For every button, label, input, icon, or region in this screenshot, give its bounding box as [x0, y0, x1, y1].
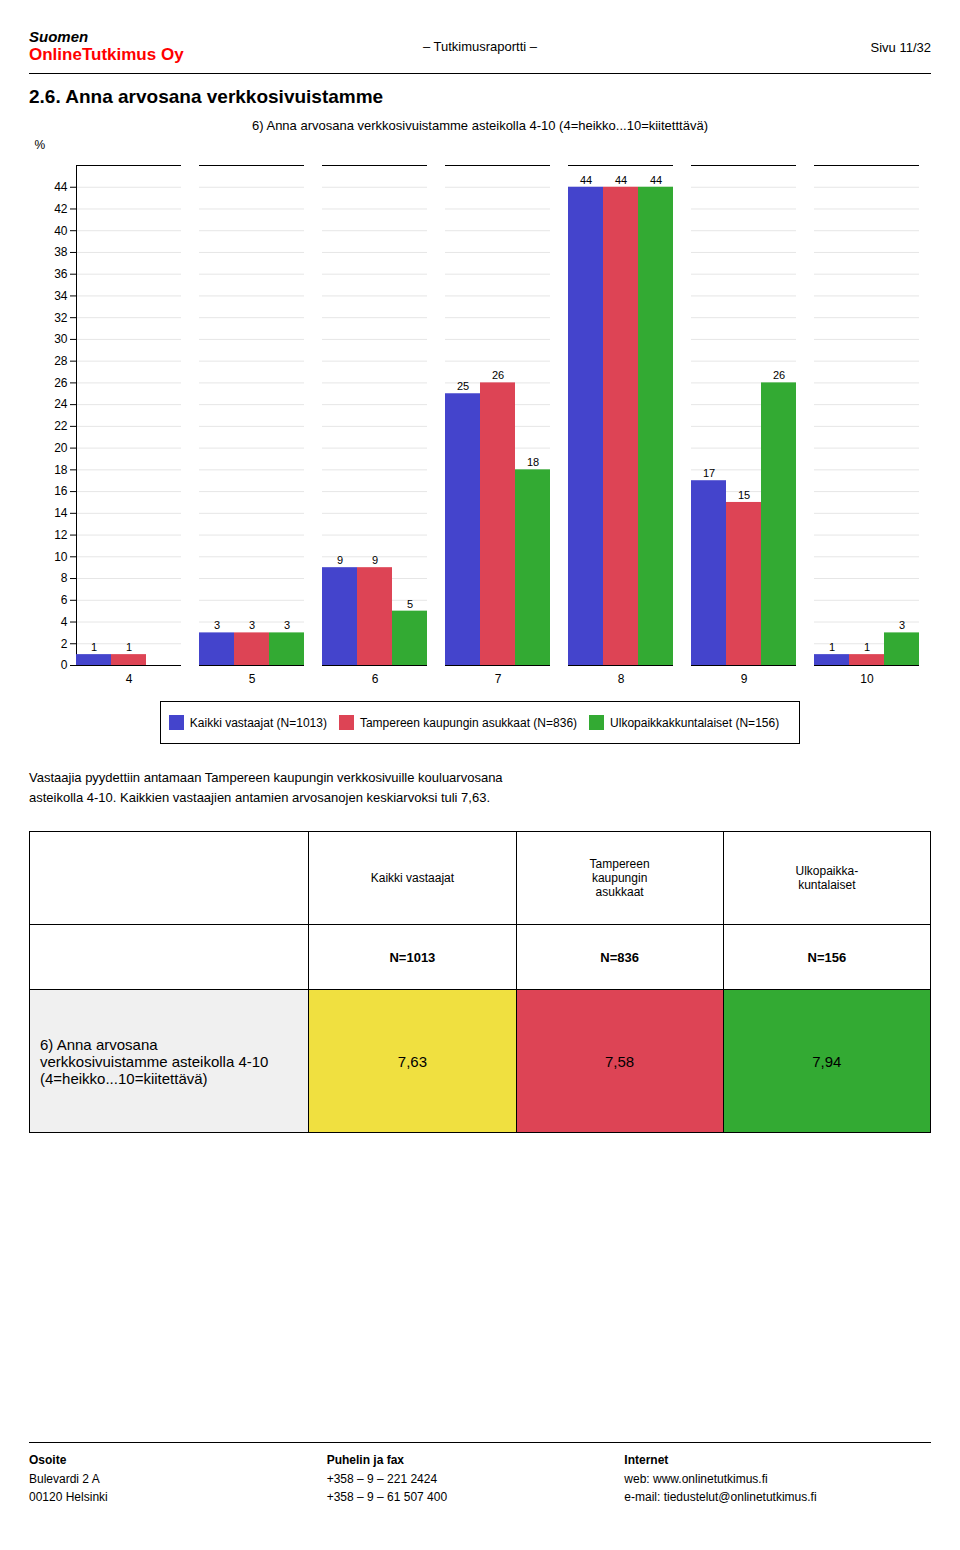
- svg-text:4: 4: [126, 672, 133, 686]
- html-text:Ulkopaikkakkuntalaiset (N=156): Ulkopaikkakkuntalaiset (N=156): [610, 715, 780, 730]
- svg-text:32: 32: [54, 311, 68, 325]
- html-text:2.6. Anna arvosana verkkosivui: 2.6. Anna arvosana verkkosivuistamme: [29, 86, 384, 107]
- svg-text:6: 6: [372, 672, 379, 686]
- svg-text:18: 18: [527, 456, 539, 468]
- svg-text:44: 44: [580, 174, 592, 186]
- svg-text:40: 40: [54, 224, 68, 238]
- svg-text:0: 0: [61, 658, 68, 672]
- svg-text:1: 1: [126, 641, 132, 653]
- html-text:Osoite: Osoite: [29, 1453, 67, 1467]
- svg-text:26: 26: [54, 376, 68, 390]
- svg-text:1: 1: [864, 641, 870, 653]
- svg-text:12: 12: [54, 528, 68, 542]
- svg-text:24: 24: [54, 397, 68, 411]
- html-text:N=836: N=836: [600, 949, 639, 965]
- svg-text:38: 38: [54, 245, 68, 259]
- svg-text:20: 20: [54, 441, 68, 455]
- svg-text:1: 1: [829, 641, 835, 653]
- html-text:asteikolla 4-10. Kaikkien vast: asteikolla 4-10. Kaikkien vastaajien ant…: [29, 789, 490, 805]
- html-text:Tampereen kaupungin asukkaat: Tampereen kaupungin asukkaat: [589, 857, 650, 899]
- svg-text:9: 9: [741, 672, 748, 686]
- svg-text:36: 36: [54, 267, 68, 281]
- svg-text:6: 6: [61, 593, 68, 607]
- svg-text:7: 7: [495, 672, 502, 686]
- svg-text:26: 26: [773, 369, 785, 381]
- svg-text:17: 17: [703, 467, 715, 479]
- svg-text:3: 3: [284, 619, 290, 631]
- html-text:7,94: 7,94: [812, 1052, 842, 1070]
- svg-text:44: 44: [615, 174, 627, 186]
- svg-text:25: 25: [457, 380, 469, 392]
- svg-text:14: 14: [54, 506, 68, 520]
- html-text:Bulevardi 2 A: Bulevardi 2 A: [29, 1471, 100, 1486]
- html-text:Internet: Internet: [624, 1453, 669, 1467]
- svg-text:3: 3: [899, 619, 905, 631]
- svg-text:1: 1: [91, 641, 97, 653]
- svg-text:22: 22: [54, 419, 68, 433]
- html-text:Ulkopaikka- kuntalaiset: Ulkopaikka- kuntalaiset: [795, 864, 859, 892]
- svg-text:5: 5: [407, 598, 413, 610]
- svg-text:%: %: [35, 138, 46, 152]
- svg-text:44: 44: [54, 180, 68, 194]
- html-text:Kaikki vastaajat (N=1013): Kaikki vastaajat (N=1013): [189, 715, 327, 730]
- html-text:+358 – 9 – 221 2424: +358 – 9 – 221 2424: [326, 1471, 438, 1486]
- svg-text:2: 2: [61, 637, 68, 651]
- html-text:N=156: N=156: [807, 949, 847, 965]
- html-text:7,58: 7,58: [605, 1052, 635, 1070]
- svg-text:10: 10: [54, 550, 68, 564]
- html-text:Tampereen kaupungin asukkaat (: Tampereen kaupungin asukkaat (N=836): [359, 715, 578, 730]
- html-text:Suomen: Suomen: [29, 28, 89, 45]
- html-text:Kaikki vastaajat: Kaikki vastaajat: [370, 871, 455, 885]
- svg-text:10: 10: [860, 672, 874, 686]
- html-text:Vastaajia pyydettiin antamaan: Vastaajia pyydettiin antamaan Tampereen …: [29, 770, 503, 785]
- html-text:+358 – 9 – 61 507 400: +358 – 9 – 61 507 400: [326, 1490, 448, 1505]
- svg-text:3: 3: [214, 619, 220, 631]
- svg-text:34: 34: [54, 289, 68, 303]
- svg-text:18: 18: [54, 463, 68, 477]
- html-text:00120 Helsinki: 00120 Helsinki: [29, 1490, 108, 1505]
- html-text:6) Anna arvosana verkkosivuist: 6) Anna arvosana verkkosivuistamme astei…: [40, 1035, 269, 1087]
- html-text:7,63: 7,63: [397, 1052, 427, 1070]
- svg-text:5: 5: [249, 672, 256, 686]
- svg-text:26: 26: [492, 369, 504, 381]
- svg-text:8: 8: [61, 571, 68, 585]
- svg-text:16: 16: [54, 484, 68, 498]
- html-text:Puhelin ja fax: Puhelin ja fax: [326, 1453, 404, 1467]
- svg-text:30: 30: [54, 332, 68, 346]
- svg-text:28: 28: [54, 354, 68, 368]
- svg-text:3: 3: [249, 619, 255, 631]
- svg-text:8: 8: [618, 672, 625, 686]
- svg-text:4: 4: [61, 615, 68, 629]
- html-text:web: www.onlinetutkimus.fi: web: www.onlinetutkimus.fi: [624, 1471, 768, 1486]
- html-text:6) Anna arvosana verkkosivuist: 6) Anna arvosana verkkosivuistamme astei…: [252, 118, 708, 133]
- html-text:– Tutkimusraportti –: – Tutkimusraportti –: [422, 39, 538, 54]
- html-text:OnlineTutkimus Oy: OnlineTutkimus Oy: [29, 45, 184, 64]
- svg-text:42: 42: [54, 202, 68, 216]
- html-text:N=1013: N=1013: [389, 949, 436, 965]
- html-text:Sivu 11/32: Sivu 11/32: [870, 39, 931, 55]
- svg-text:9: 9: [372, 554, 378, 566]
- svg-text:15: 15: [738, 489, 750, 501]
- svg-text:9: 9: [337, 554, 343, 566]
- html-text:e-mail: tiedustelut@onlinetutk: e-mail: tiedustelut@onlinetutkimus.fi: [624, 1490, 817, 1505]
- svg-text:44: 44: [650, 174, 662, 186]
